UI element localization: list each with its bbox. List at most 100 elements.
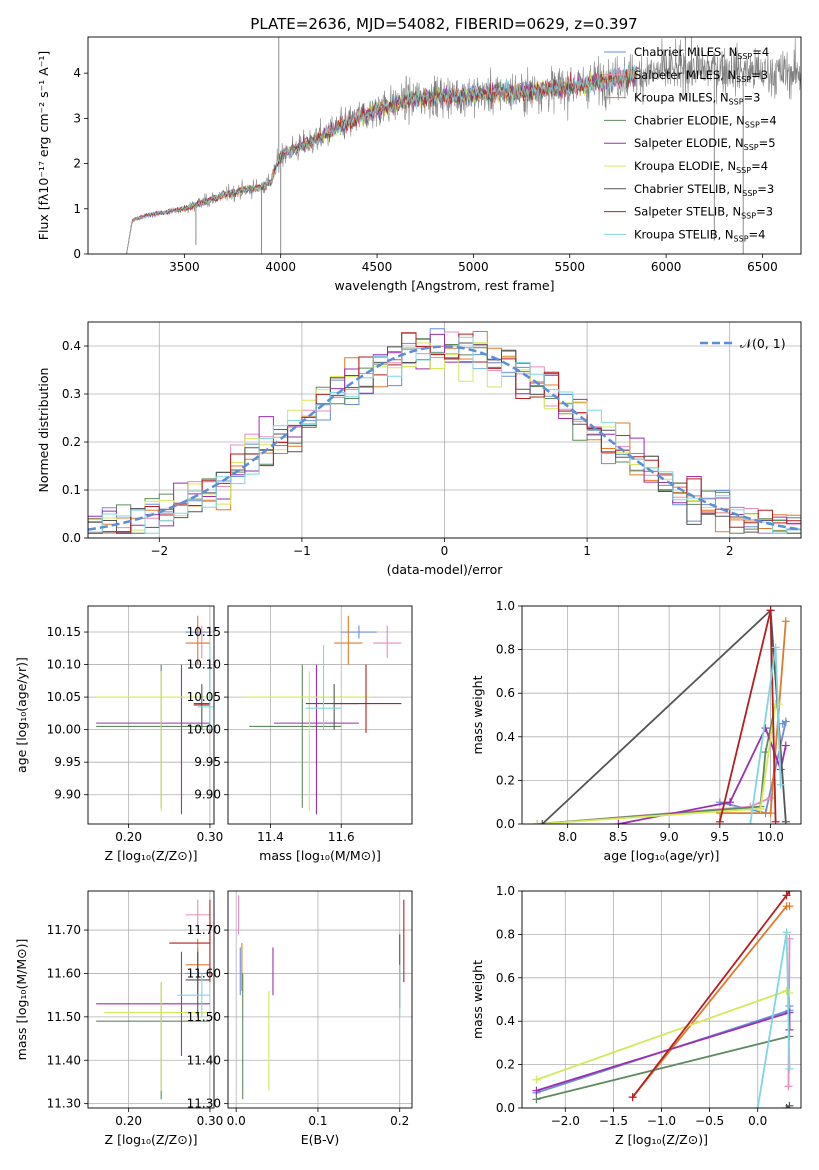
x-tick-label: 10.0 [757, 830, 784, 844]
mass-weight-line [536, 1011, 791, 1092]
legend-entry: Salpeter ELODIE, NSSP=5 [634, 136, 776, 152]
y-tick-label: 0.3 [62, 387, 81, 401]
y-tick-label: 9.90 [194, 788, 221, 802]
mass-weight-line [631, 905, 790, 1098]
y-tick-label: 0.8 [496, 927, 515, 941]
y-tick-label: 1.0 [496, 884, 515, 898]
y-tick-label: 0.0 [496, 817, 515, 831]
x-tick-label: 0 [441, 544, 449, 558]
y-tick-label: 10.05 [47, 690, 81, 704]
panel-mass_vs_ebv: 0.0 0.1 0.2 11.30 11.40 11.50 11.60 11.70 E(B-V) [187, 890, 413, 1147]
histogram-step [88, 332, 801, 538]
plot-area [126, 37, 801, 254]
y-tick-label: 0.6 [496, 971, 515, 985]
legend-entry: Chabrier STELIB, NSSP=3 [634, 182, 774, 198]
y-tick-label: 10.00 [187, 723, 221, 737]
y-tick-label: 0 [73, 247, 81, 261]
x-tick-label: 8.5 [609, 830, 628, 844]
y-axis-label: age [log₁₀(age/yr)] [14, 657, 29, 773]
panel-spectrum: 3500 4000 4500 5000 5500 6000 6500 0 1 2 3 4 wavelen… [36, 36, 802, 293]
mass-weight-line [718, 610, 777, 823]
x-tick-label: 9.5 [710, 830, 729, 844]
axes-frame [87, 321, 802, 539]
y-tick-label: 0.0 [496, 1101, 515, 1115]
panel-mass_weight_vs_Z: −2.0 −1.5 −1.0 −0.5 0.0 0.0 0.2 0.4 0.6 0.8 1.0 Z [… [470, 884, 802, 1147]
x-tick-label: 0.20 [115, 1114, 142, 1128]
y-axis-label: mass [log₁₀(M/M⊙)] [14, 939, 29, 1061]
y-axis-label: mass weight [470, 675, 485, 754]
x-axis-label: Z [log₁₀(Z/Z⊙)] [105, 1132, 198, 1147]
spectrum-model-line [126, 69, 638, 254]
axes-frame [521, 890, 802, 1109]
y-tick-label: 10.00 [47, 723, 81, 737]
x-tick-label: 1 [583, 544, 591, 558]
x-tick-label: 5500 [554, 260, 585, 274]
x-axis-label: mass [log₁₀(M/M⊙)] [259, 848, 381, 863]
x-axis-label: (data-model)/error [387, 562, 504, 577]
axes-frame [87, 890, 215, 1109]
x-tick-label: −1.0 [647, 1114, 676, 1128]
y-tick-label: 1 [73, 202, 81, 216]
legend-entry: Kroupa MILES, NSSP=3 [634, 91, 760, 107]
legend-entry: Chabrier ELODIE, NSSP=4 [634, 113, 777, 129]
x-tick-label: 3500 [169, 260, 200, 274]
figure-title: PLATE=2636, MJD=54082, FIBERID=0629, z=0… [250, 15, 637, 33]
x-tick-label: 0.0 [748, 1114, 767, 1128]
normal-curve [88, 345, 801, 531]
x-tick-label: 0.20 [115, 830, 142, 844]
mass-weight-line [536, 989, 791, 1081]
y-tick-label: 10.05 [187, 690, 221, 704]
spectrum-model-line [126, 68, 638, 254]
panel-mass_vs_Z: 0.20 0.30 11.30 11.40 11.50 11.60 11.70 Z [log₁… [14, 890, 224, 1147]
y-tick-label: 11.60 [187, 966, 221, 980]
y-tick-label: 11.50 [187, 1010, 221, 1024]
y-tick-label: 10.10 [187, 658, 221, 672]
x-tick-label: 2 [726, 544, 734, 558]
y-tick-label: 11.40 [47, 1053, 81, 1067]
y-tick-label: 0.6 [496, 686, 515, 700]
x-tick-label: 8.0 [558, 830, 577, 844]
legend-entry: Kroupa ELODIE, NSSP=4 [634, 159, 768, 175]
mass-weight-line [536, 1035, 790, 1101]
x-tick-label: 6000 [651, 260, 682, 274]
y-tick-label: 10.15 [187, 625, 221, 639]
axes-frame [87, 36, 802, 255]
spectrum-model-line [126, 69, 638, 254]
y-tick-label: 0.8 [496, 643, 515, 657]
x-axis-label: Z [log₁₀(Z/Z⊙)] [105, 848, 198, 863]
plot-area [96, 899, 211, 1100]
x-tick-label: 6500 [747, 260, 778, 274]
mass-weight-line [537, 703, 777, 824]
x-tick-label: −0.5 [695, 1114, 724, 1128]
legend-entry: Salpeter MILES, NSSP=3 [634, 68, 768, 84]
mass-weight-line [631, 891, 791, 1098]
y-tick-label: 11.30 [47, 1097, 81, 1111]
x-tick-label: −1.5 [599, 1114, 628, 1128]
x-axis-label: E(B-V) [301, 1132, 340, 1147]
y-tick-label: 0.0 [62, 531, 81, 545]
legend-entry: Salpeter STELIB, NSSP=3 [634, 205, 773, 221]
y-tick-label: 0.2 [496, 1058, 515, 1072]
x-tick-label: 0.2 [390, 1114, 409, 1128]
y-axis-label: Flux [fλ10⁻¹⁷ erg cm⁻² s⁻¹ A⁻¹] [36, 51, 51, 240]
y-tick-label: 9.95 [54, 755, 81, 769]
x-tick-label: 0.30 [197, 830, 224, 844]
x-axis-label: age [log₁₀(age/yr)] [604, 848, 720, 863]
plot-area [245, 615, 402, 815]
x-tick-label: 11.4 [257, 830, 284, 844]
plot-area [88, 328, 801, 538]
y-tick-label: 11.70 [47, 923, 81, 937]
x-tick-label: 11.6 [328, 830, 355, 844]
mass-weight-line [541, 608, 787, 824]
x-tick-label: 4500 [362, 260, 393, 274]
x-tick-label: 0.30 [197, 1114, 224, 1128]
y-tick-label: 0.2 [496, 773, 515, 787]
panel-age_vs_Z: 0.20 0.30 9.90 9.95 10.00 10.05 10.10 10.15 Z [l… [14, 605, 224, 863]
legend-entry: Kroupa STELIB, NSSP=4 [634, 227, 765, 243]
y-tick-label: 1.0 [496, 599, 515, 613]
spectrum-legend: Chabrier MILES, NSSP=4 Salpeter MILES, NS… [604, 45, 777, 243]
y-tick-label: 11.40 [187, 1053, 221, 1067]
x-tick-label: 5000 [458, 260, 489, 274]
mass-weight-line [537, 703, 779, 824]
y-tick-label: 10.15 [47, 625, 81, 639]
